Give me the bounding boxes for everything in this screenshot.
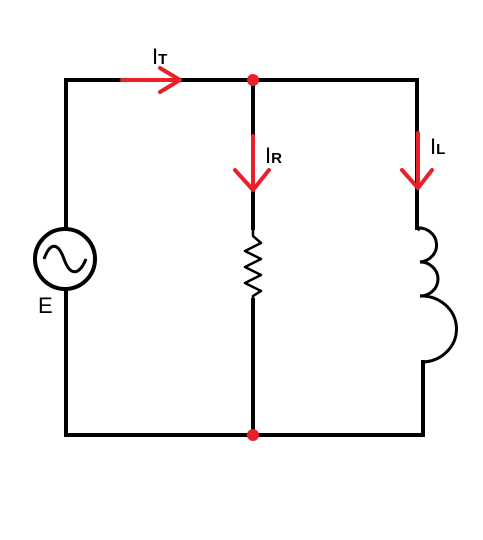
- top-node: [247, 74, 259, 86]
- resistor-current-arrow-icon: [233, 134, 271, 192]
- inductor-current-arrow-icon: [400, 131, 434, 190]
- bottom-node: [247, 429, 259, 441]
- total-current-arrow-icon: [120, 66, 182, 94]
- inductor-current-label: IL: [430, 134, 445, 159]
- source-label: E: [38, 293, 53, 318]
- resistor-icon: [243, 228, 263, 300]
- ac-source-icon: [33, 227, 97, 291]
- inductor-icon: [416, 226, 458, 364]
- resistor-current-label: IR: [265, 143, 282, 168]
- total-current-label: IT: [152, 44, 167, 69]
